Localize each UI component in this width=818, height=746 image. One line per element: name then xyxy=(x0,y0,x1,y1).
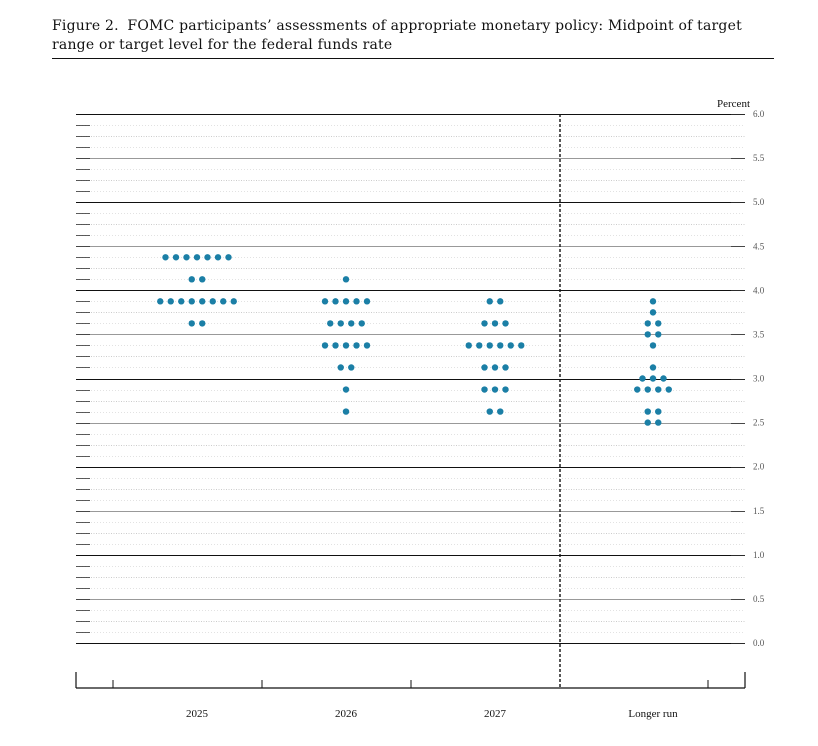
rate-dot xyxy=(634,386,641,393)
rate-dot xyxy=(199,298,206,305)
y-tick-label: 3.5 xyxy=(753,329,765,339)
rate-dot xyxy=(230,298,237,305)
y-axis-unit-label: Percent xyxy=(717,98,750,110)
rate-dot xyxy=(497,342,504,349)
x-category-label: 2025 xyxy=(186,708,209,720)
figure-label: Figure 2. xyxy=(52,18,119,34)
rate-dot xyxy=(481,364,488,371)
x-category-label: Longer run xyxy=(628,708,678,720)
rate-dot xyxy=(655,386,662,393)
rate-dot xyxy=(363,342,371,349)
y-tick-label: 4.0 xyxy=(753,285,765,295)
figure-title: Figure 2. FOMC participants’ assessments… xyxy=(52,17,774,55)
rate-dot xyxy=(204,254,211,261)
figure-caption: FOMC participants’ assessments of approp… xyxy=(52,18,742,53)
rate-dot xyxy=(644,320,651,327)
rate-dot xyxy=(199,320,206,327)
x-category-label: 2026 xyxy=(335,708,358,720)
rate-dot xyxy=(476,342,483,349)
rate-dot xyxy=(363,298,371,305)
rate-dot xyxy=(353,298,360,305)
rate-dot xyxy=(188,298,195,305)
rate-dot xyxy=(214,254,222,261)
rate-dot xyxy=(660,375,667,382)
rate-dot xyxy=(481,320,488,327)
rate-dot xyxy=(655,419,662,426)
rate-dot xyxy=(502,320,509,327)
rate-dot xyxy=(649,375,657,382)
rate-dot xyxy=(342,408,350,415)
rate-dot xyxy=(649,342,657,349)
rate-dot xyxy=(491,386,499,393)
rate-dot xyxy=(649,364,657,371)
rate-dot xyxy=(178,298,185,305)
rate-dot xyxy=(502,386,509,393)
rate-dot xyxy=(332,342,339,349)
rate-dot xyxy=(481,386,488,393)
y-tick-label: 5.5 xyxy=(753,153,765,163)
rate-dot xyxy=(183,254,190,261)
rate-dot xyxy=(507,342,514,349)
y-tick-label: 3.0 xyxy=(753,374,765,384)
rate-dot xyxy=(655,408,662,415)
rate-dot xyxy=(337,364,344,371)
x-category-label: 2027 xyxy=(484,708,507,720)
rate-dot xyxy=(327,320,334,327)
y-tick-label: 6.0 xyxy=(753,109,765,119)
rate-dot xyxy=(193,254,201,261)
rate-dot xyxy=(655,320,662,327)
rate-dot xyxy=(188,320,195,327)
rate-dot xyxy=(358,320,365,327)
y-tick-label: 0.0 xyxy=(753,638,765,648)
rate-dot xyxy=(209,298,216,305)
rate-dot xyxy=(497,298,504,305)
rate-dot xyxy=(486,408,493,415)
rate-dot xyxy=(188,276,195,283)
rate-dot xyxy=(486,298,493,305)
rate-dot xyxy=(491,364,499,371)
rate-dot xyxy=(644,408,651,415)
rate-dot xyxy=(342,298,350,305)
rate-dot xyxy=(644,419,651,426)
rate-dot xyxy=(644,331,651,338)
rate-dot xyxy=(348,320,355,327)
y-tick-label: 4.5 xyxy=(753,241,765,251)
rate-dot xyxy=(157,298,164,305)
rate-dot xyxy=(199,276,206,283)
rate-dot xyxy=(518,342,525,349)
rate-dot xyxy=(649,309,657,316)
rate-dot xyxy=(502,364,509,371)
rate-dot xyxy=(162,254,169,261)
rate-dot xyxy=(665,386,672,393)
y-tick-label: 0.5 xyxy=(753,594,765,604)
y-tick-label: 5.0 xyxy=(753,197,765,207)
y-tick-label: 1.0 xyxy=(753,550,765,560)
rate-dot xyxy=(167,298,174,305)
rate-dot xyxy=(639,375,646,382)
rate-dot xyxy=(465,342,472,349)
rate-dot xyxy=(220,298,227,305)
rate-dot xyxy=(225,254,232,261)
rate-dot xyxy=(348,364,355,371)
rate-dot xyxy=(337,320,344,327)
rate-dot xyxy=(655,331,662,338)
title-rule xyxy=(52,58,774,59)
rate-dot xyxy=(497,408,504,415)
y-tick-label: 1.5 xyxy=(753,506,765,516)
rate-dot xyxy=(342,276,350,283)
y-tick-label: 2.0 xyxy=(753,462,765,472)
rate-dot xyxy=(486,342,493,349)
rate-dot xyxy=(342,386,350,393)
rate-dot xyxy=(332,298,339,305)
rate-dot xyxy=(649,298,657,305)
rate-dot xyxy=(644,386,651,393)
y-tick-label: 2.5 xyxy=(753,418,765,428)
rate-dot xyxy=(321,298,329,305)
rate-dot xyxy=(172,254,180,261)
rate-dot xyxy=(321,342,329,349)
rate-dot xyxy=(353,342,360,349)
rate-dot xyxy=(342,342,350,349)
rate-dot xyxy=(491,320,499,327)
